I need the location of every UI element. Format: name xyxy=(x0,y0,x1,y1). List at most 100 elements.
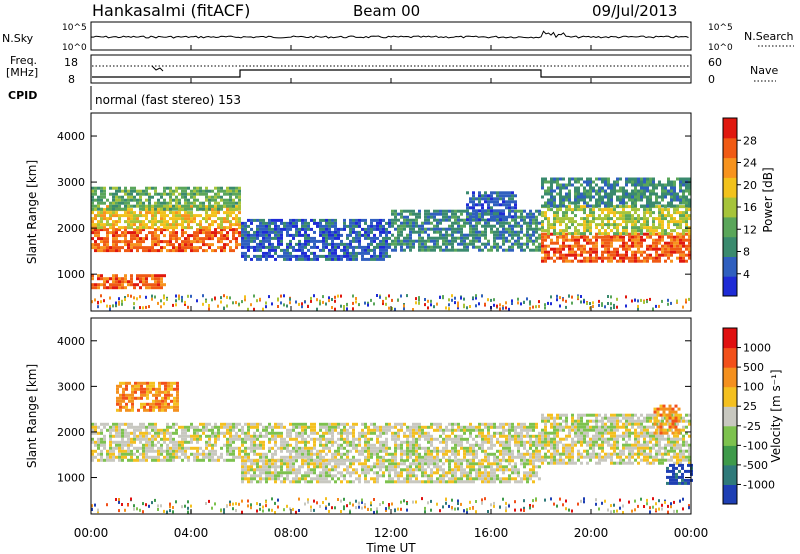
data-cell xyxy=(328,446,331,450)
data-cell xyxy=(568,192,571,196)
data-cell xyxy=(121,240,124,244)
data-cell xyxy=(622,259,625,263)
data-cell xyxy=(355,224,358,228)
data-cell xyxy=(469,431,472,435)
data-cell xyxy=(502,233,505,237)
data-cell xyxy=(277,239,280,243)
data-cell xyxy=(409,452,412,456)
data-cell xyxy=(124,186,127,190)
data-cell xyxy=(604,208,607,212)
data-cell xyxy=(658,208,661,212)
data-cell xyxy=(586,217,589,221)
data-cell xyxy=(385,437,388,441)
data-cell xyxy=(457,437,460,441)
data-cell xyxy=(238,446,241,450)
data-cell xyxy=(427,449,430,453)
data-cell xyxy=(208,243,211,247)
data-cell xyxy=(139,452,142,456)
data-cell xyxy=(112,234,115,238)
data-cell xyxy=(259,221,262,225)
data-cell xyxy=(628,211,631,215)
data-cell xyxy=(394,440,397,444)
data-cell xyxy=(667,244,670,248)
data-cell xyxy=(592,186,595,190)
data-cell xyxy=(475,425,478,429)
data-cell xyxy=(427,306,429,310)
data-cell xyxy=(154,428,157,432)
data-cell xyxy=(607,244,610,248)
data-cell xyxy=(628,244,631,248)
data-cell xyxy=(226,186,229,190)
data-cell xyxy=(502,209,505,213)
data-cell xyxy=(598,208,601,212)
data-cell xyxy=(670,232,673,236)
data-cell xyxy=(439,245,442,249)
data-cell xyxy=(472,452,475,456)
data-cell xyxy=(280,422,283,426)
data-cell xyxy=(286,428,289,432)
data-cell xyxy=(154,186,157,190)
data-cell xyxy=(166,240,169,244)
data-cell xyxy=(208,207,211,211)
data-cell xyxy=(325,227,328,231)
data-cell xyxy=(91,437,94,441)
data-cell xyxy=(505,200,508,204)
data-cell xyxy=(250,459,253,463)
data-cell xyxy=(667,256,670,260)
data-cell xyxy=(466,428,469,432)
data-cell xyxy=(478,239,481,243)
data-cell xyxy=(133,204,136,208)
data-cell xyxy=(595,189,598,193)
data-cell xyxy=(424,248,427,252)
data-cell xyxy=(160,452,163,456)
data-cell xyxy=(544,244,547,248)
data-cell xyxy=(451,437,454,441)
data-cell xyxy=(640,253,643,257)
data-cell xyxy=(112,192,115,196)
data-cell xyxy=(295,224,298,228)
data-cell xyxy=(499,434,502,438)
data-cell xyxy=(448,307,450,311)
data-cell xyxy=(154,458,157,462)
data-cell xyxy=(529,227,532,231)
data-cell xyxy=(136,434,139,438)
data-cell xyxy=(259,440,262,444)
data-cell xyxy=(172,207,175,211)
data-cell xyxy=(211,298,213,302)
data-cell xyxy=(208,246,211,250)
data-cell xyxy=(544,235,547,239)
data-cell xyxy=(502,425,505,429)
data-cell xyxy=(430,221,433,225)
data-cell xyxy=(403,227,406,231)
data-cell xyxy=(607,256,610,260)
data-cell xyxy=(340,431,343,435)
data-cell xyxy=(361,251,364,255)
data-cell xyxy=(118,302,120,306)
data-cell xyxy=(514,194,517,198)
data-cell xyxy=(112,428,115,432)
data-cell xyxy=(172,303,174,307)
data-cell xyxy=(490,224,493,228)
data-cell xyxy=(175,443,178,447)
data-cell xyxy=(121,246,124,250)
data-cell xyxy=(97,228,100,232)
data-cell xyxy=(655,226,658,230)
data-cell xyxy=(526,215,529,219)
data-cell xyxy=(640,235,643,239)
data-cell xyxy=(109,207,112,211)
data-cell xyxy=(508,248,511,252)
data-cell xyxy=(679,201,682,205)
data-cell xyxy=(112,204,115,208)
data-cell xyxy=(283,446,286,450)
data-cell xyxy=(268,254,271,258)
data-cell xyxy=(661,238,664,242)
data-cell xyxy=(415,301,417,305)
data-cell xyxy=(628,238,631,242)
data-cell xyxy=(226,437,229,441)
data-cell xyxy=(304,425,307,429)
data-cell xyxy=(535,221,538,225)
data-cell xyxy=(301,440,304,444)
data-cell xyxy=(337,443,340,447)
data-cell xyxy=(385,422,388,426)
data-cell xyxy=(268,242,271,246)
